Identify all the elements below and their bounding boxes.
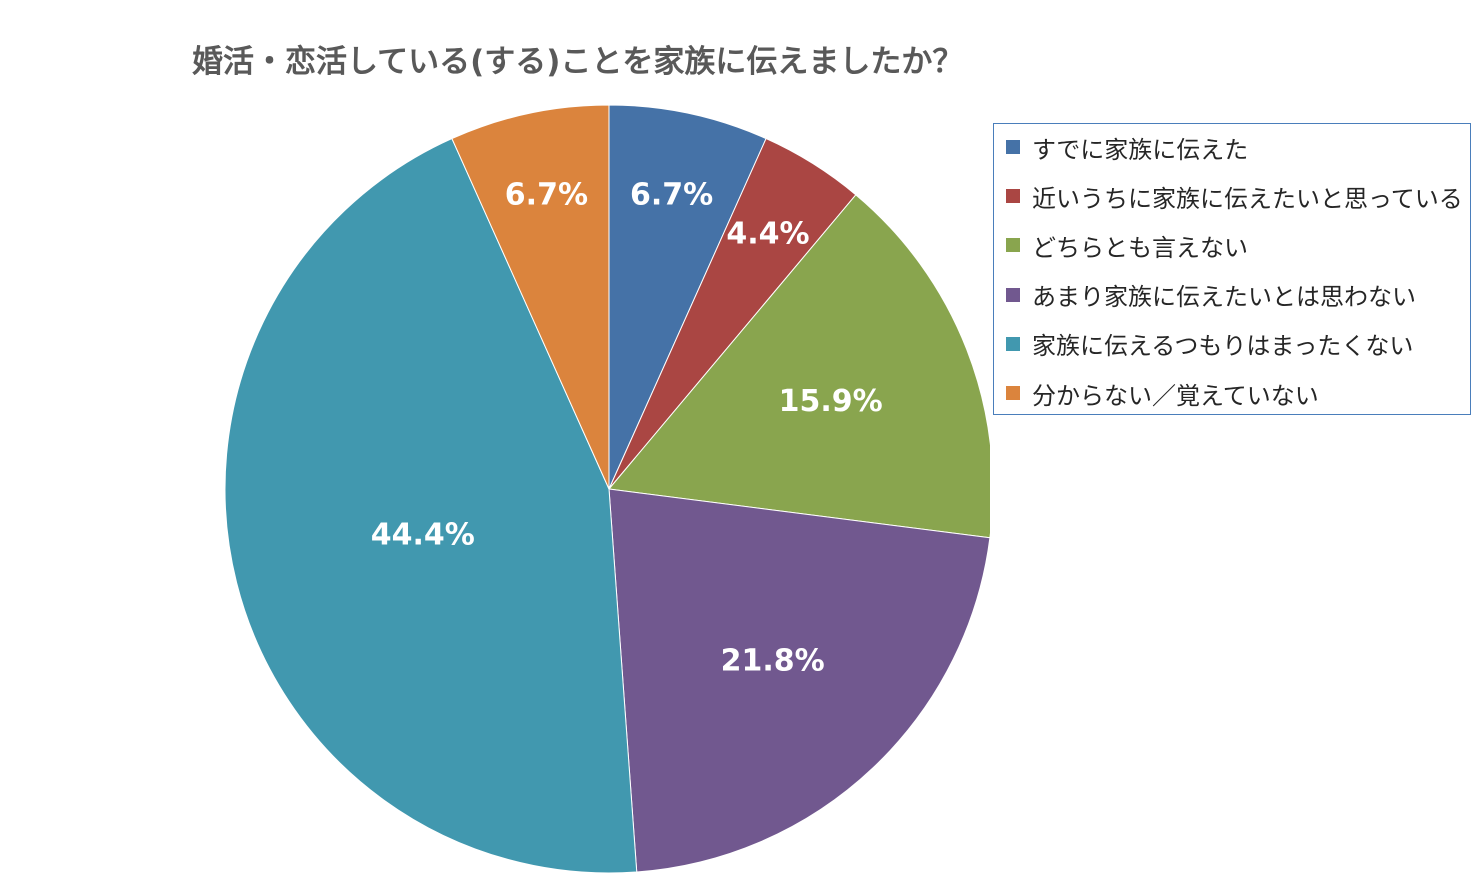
legend-item-4: あまり家族に伝えたいとは思わない [1006,280,1416,312]
pie-slice-6 [451,104,610,490]
legend-label-1: すでに家族に伝えた [1032,135,1249,164]
legend-item-2: 近いうちに家族に伝えたいと思っている [1006,181,1463,213]
pie-slice-label-2: 4.4% [726,217,809,252]
legend-swatch-2 [1006,189,1020,204]
legend-swatch-5 [1006,336,1020,351]
legend-label-6: 分からない／覚えていない [1032,381,1319,410]
pie-slice-4 [608,488,990,873]
pie-slice-label-6: 6.7% [505,178,588,213]
legend-item-6: 分からない／覚えていない [1006,378,1319,410]
pie-slice-label-3: 15.9% [779,384,883,419]
pie-slice-label-5: 44.4% [371,517,475,552]
chart-legend: すでに家族に伝えた近いうちに家族に伝えたいと思っている どちらとも言えないあまり家… [993,123,1471,415]
legend-swatch-6 [1006,386,1020,400]
pie-slice-labels: 6.7% 4.4% 15.9% 21.8% 44.4% 6.7% [371,178,883,679]
legend-item-5: 家族に伝えるつもりはまったくない [1006,329,1414,361]
pie-slice-label-4: 21.8% [721,643,825,678]
legend-label-5: 家族に伝えるつもりはまったくない [1032,332,1414,361]
pie-slice-3 [608,194,990,539]
legend-swatch-1 [1006,140,1020,154]
pie-slices [224,104,990,874]
legend-item-1: すでに家族に伝えた [1006,132,1249,164]
pie-chart: 6.7% 4.4% 15.9% 21.8% 44.4% 6.7% [224,104,990,874]
pie-slice-label-1: 6.7% [630,178,713,213]
legend-swatch-3 [1006,238,1020,253]
legend-label-2: 近いうちに家族に伝えたいと思っている [1032,184,1463,213]
legend-label-4: あまり家族に伝えたいとは思わない [1032,283,1416,312]
legend-label-3: どちらとも言えない [1032,233,1248,262]
pie-slice-1 [608,104,767,490]
legend-swatch-4 [1006,287,1020,302]
legend-item-3: どちらとも言えない [1006,230,1248,262]
chart-title: 婚活・恋活している(する)ことを家族に伝えましたか？ [192,44,964,80]
